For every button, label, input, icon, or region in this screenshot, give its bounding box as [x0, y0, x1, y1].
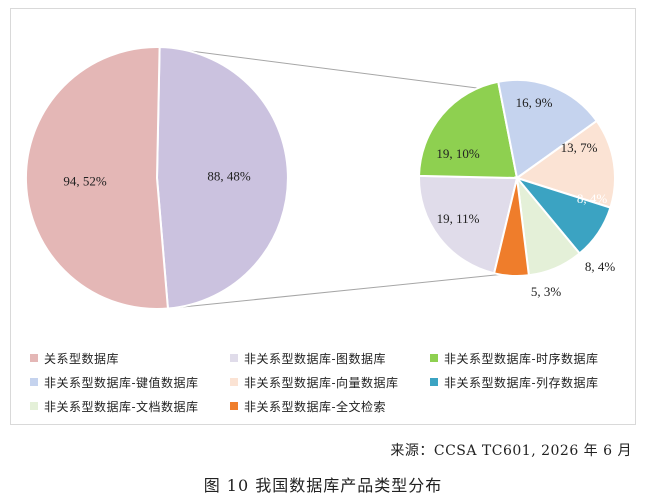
connector-lines — [159, 46, 506, 309]
sub-pie-label-1: 19, 10% — [436, 146, 480, 161]
main-pie-slice-0 — [24, 46, 170, 310]
sub-pie-label-2: 16, 9% — [516, 95, 553, 110]
pie-of-pie-chart: 88, 48% 94, 52% 19, 11% 19, 10% 16, 9% 13, 7%… — [24, 46, 617, 310]
sub-pie-slice-6 — [492, 177, 530, 277]
sub-pie-slice-2 — [497, 79, 599, 180]
sub-pie — [417, 79, 617, 277]
legend-label: 关系型数据库 — [44, 351, 120, 366]
legend-item: 非关系型数据库-向量数据库 — [230, 372, 430, 392]
main-pie — [24, 46, 289, 310]
legend-label: 非关系型数据库-键值数据库 — [44, 375, 199, 390]
sub-pie-label-5: 8, 4% — [585, 259, 616, 274]
legend-label: 非关系型数据库-时序数据库 — [444, 351, 599, 366]
legend-label: 非关系型数据库-文档数据库 — [44, 399, 199, 414]
legend-swatch — [30, 378, 38, 386]
legend-swatch — [30, 354, 38, 362]
legend-label: 非关系型数据库-列存数据库 — [444, 375, 599, 390]
legend-item: 非关系型数据库-列存数据库 — [430, 372, 630, 392]
main-pie-label-1: 88, 48% — [207, 169, 251, 184]
legend-item: 非关系型数据库-文档数据库 — [30, 396, 230, 416]
legend-swatch — [30, 402, 38, 410]
legend-label: 非关系型数据库-图数据库 — [244, 351, 387, 366]
legend-item: 非关系型数据库-时序数据库 — [430, 348, 630, 368]
sub-pie-label-6: 5, 3% — [531, 284, 562, 299]
sub-pie-slice-3 — [514, 119, 617, 209]
sub-pie-slice-1 — [417, 80, 519, 180]
sub-pie-slice-0 — [418, 174, 519, 275]
sub-pie-label-0: 19, 11% — [437, 211, 480, 226]
legend-swatch — [430, 378, 438, 386]
slice-labels: 88, 48% 94, 52% 19, 11% 19, 10% 16, 9% 13, 7%… — [63, 95, 615, 299]
legend-swatch — [230, 378, 238, 386]
sub-pie-label-4: 8, 4% — [577, 191, 608, 206]
legend-swatch — [230, 354, 238, 362]
legend-swatch — [430, 354, 438, 362]
legend-swatch — [230, 402, 238, 410]
sub-pie-label-3: 13, 7% — [561, 140, 598, 155]
legend-label: 非关系型数据库-全文检索 — [244, 399, 387, 414]
legend-label: 非关系型数据库-向量数据库 — [244, 375, 399, 390]
legend-item: 非关系型数据库-全文检索 — [230, 396, 430, 416]
figure-caption: 图 10 我国数据库产品类型分布 — [203, 476, 443, 495]
connector-bottom — [167, 273, 506, 309]
legend-item: 关系型数据库 — [30, 348, 230, 368]
source-note: 来源：CCSA TC601, 2026 年 6 月 — [390, 443, 632, 459]
legend: 关系型数据库 非关系型数据库-图数据库 非关系型数据库-时序数据库非关系型数据库-键… — [30, 348, 630, 416]
main-pie-slice-1 — [155, 46, 289, 310]
legend-item: 非关系型数据库-键值数据库 — [30, 372, 230, 392]
main-pie-label-0: 94, 52% — [63, 173, 107, 188]
legend-item: 非关系型数据库-图数据库 — [230, 348, 430, 368]
connector-top — [159, 46, 478, 89]
